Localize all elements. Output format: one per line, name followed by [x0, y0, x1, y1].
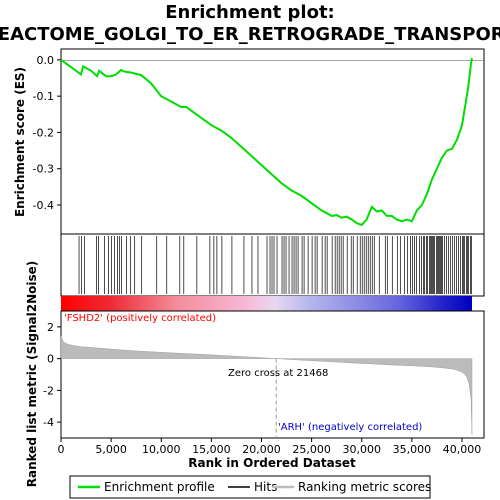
es-y-tick-label: 0.0 — [37, 54, 55, 67]
chart-title-line1: Enrichment plot: — [165, 2, 335, 23]
x-tick-label: 5,000 — [95, 443, 127, 456]
es-y-axis-title: Enrichment score (ES) — [13, 67, 27, 217]
es-y-tick-label: -0.1 — [33, 90, 54, 103]
es-y-tick-label: -0.3 — [33, 163, 54, 176]
ranking-metric-area — [60, 336, 473, 435]
es-y-tick-label: -0.2 — [33, 126, 54, 139]
x-axis-title: Rank in Ordered Dataset — [188, 456, 356, 470]
x-tick-label: 15,000 — [192, 443, 231, 456]
x-tick-label: 0 — [58, 443, 65, 456]
es-y-tick-label: -0.4 — [33, 199, 54, 212]
metric-y-ticks: 2 0 -2 -4 — [43, 321, 61, 429]
legend-hits-label: Hits — [254, 480, 277, 494]
es-y-ticks: 0.0 -0.1 -0.2 -0.3 -0.4 — [33, 54, 61, 212]
x-ticks: 0 5,000 10,000 15,000 20,000 25,000 30,000 35,0… — [58, 438, 482, 456]
enrichment-profile-line — [60, 57, 473, 227]
positive-correlation-label: 'FSHD2' (positively correlated) — [64, 313, 216, 324]
metric-y-tick-label: -4 — [43, 416, 54, 429]
metric-panel-frame — [60, 310, 485, 439]
zero-cross-label: Zero cross at 21468 — [228, 368, 328, 379]
x-tick-label: 25,000 — [292, 443, 331, 456]
x-tick-label: 20,000 — [242, 443, 281, 456]
legend-enrichment-profile-label: Enrichment profile — [104, 480, 215, 494]
x-tick-label: 35,000 — [393, 443, 432, 456]
metric-y-tick-label: 0 — [47, 353, 54, 366]
x-tick-label: 40,000 — [443, 443, 482, 456]
hits-panel-frame — [60, 233, 485, 297]
legend-ranking-metric-label: Ranking metric scores — [298, 480, 431, 494]
es-panel-frame — [60, 48, 485, 235]
metric-y-tick-label: 2 — [47, 321, 54, 334]
x-tick-label: 30,000 — [342, 443, 381, 456]
negative-correlation-label: 'ARH' (negatively correlated) — [278, 422, 422, 433]
chart-title-line2: REACTOME_GOLGI_TO_ER_RETROGRADE_TRANSPOR… — [0, 24, 500, 45]
hits-marks — [78, 236, 472, 294]
metric-y-tick-label: -2 — [43, 384, 54, 397]
metric-y-axis-title: Ranked list metric (Signal2Noise) — [25, 261, 39, 488]
ranked-list-color-bar — [61, 296, 472, 311]
x-tick-label: 10,000 — [142, 443, 181, 456]
